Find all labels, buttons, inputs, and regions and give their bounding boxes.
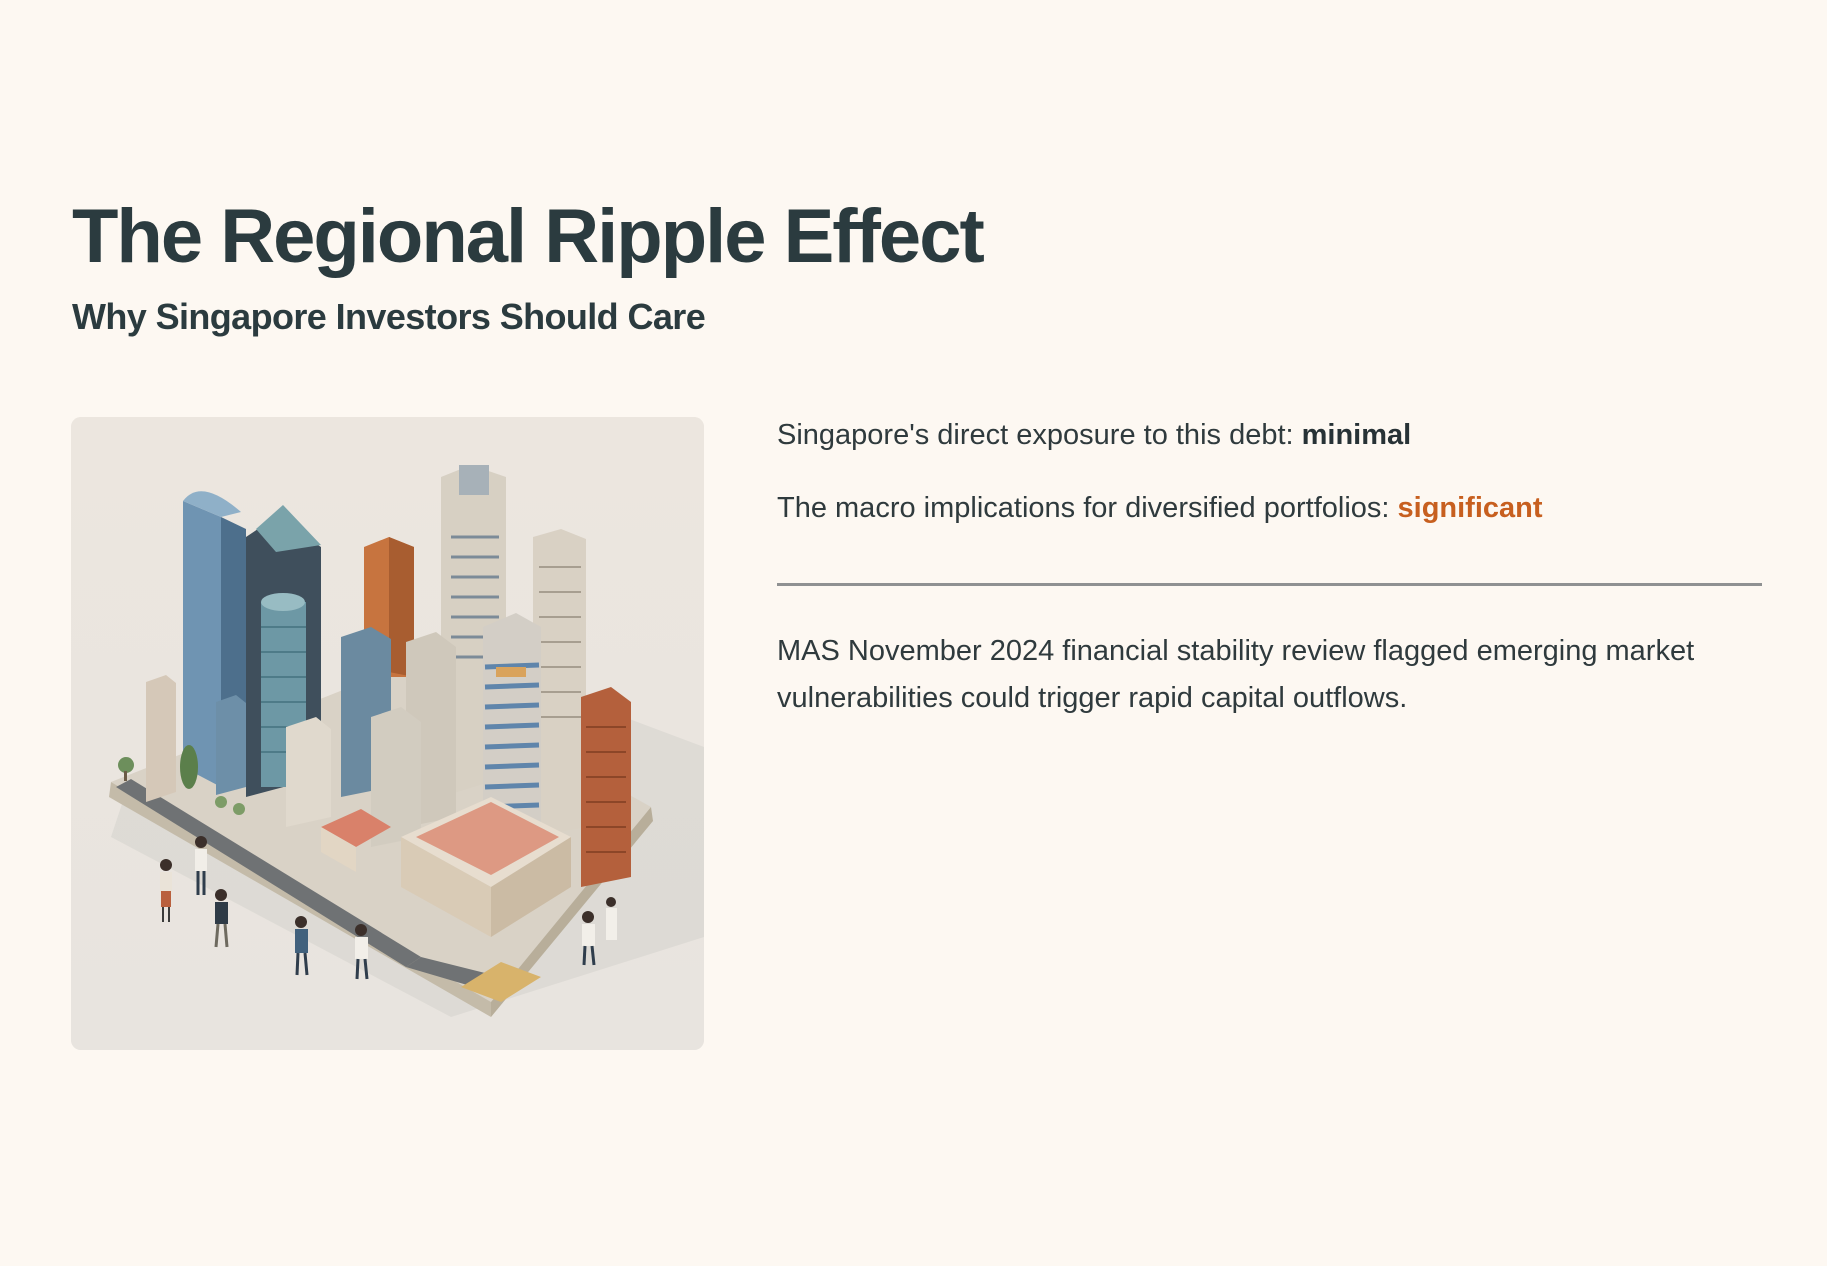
section-divider bbox=[777, 583, 1762, 586]
slide-title: The Regional Ripple Effect bbox=[72, 194, 985, 279]
implications-point-label: The macro implications for diversified p… bbox=[777, 492, 1398, 524]
implications-point: The macro implications for diversified p… bbox=[777, 483, 1762, 533]
mas-review-note: MAS November 2024 financial stability re… bbox=[777, 635, 1695, 714]
exposure-point-label: Singapore's direct exposure to this debt… bbox=[777, 419, 1302, 451]
singapore-cityscape-illustration bbox=[71, 417, 704, 1050]
implications-point-emphasis: significant bbox=[1397, 492, 1543, 524]
content-column: Singapore's direct exposure to this debt… bbox=[777, 410, 1762, 722]
exposure-point-emphasis: minimal bbox=[1301, 419, 1412, 451]
slide-subtitle: Why Singapore Investors Should Care bbox=[72, 296, 706, 337]
exposure-point: Singapore's direct exposure to this debt… bbox=[777, 410, 1762, 460]
